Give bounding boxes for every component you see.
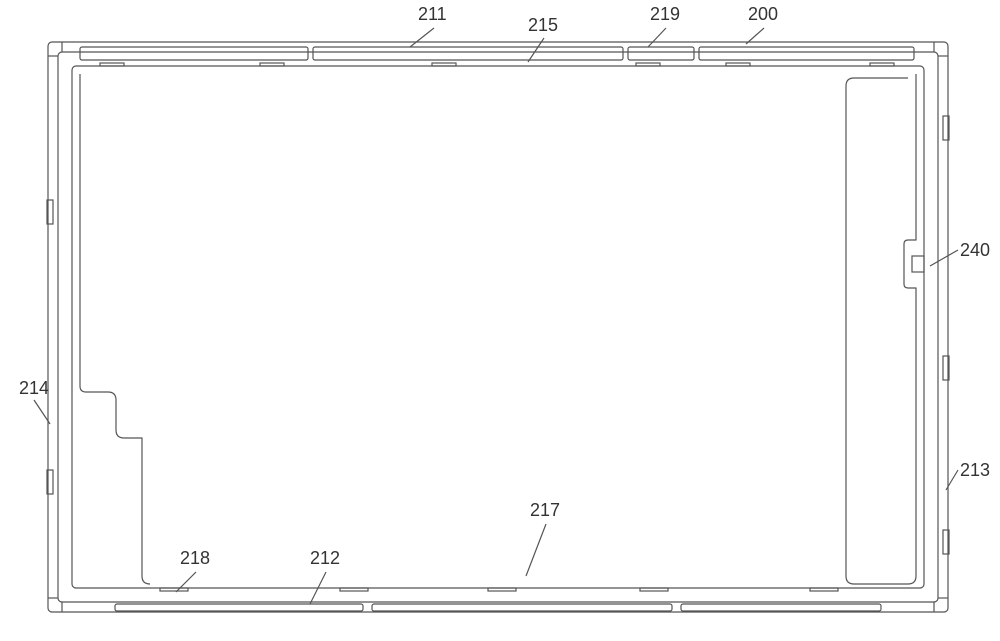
callout-240: 240 [960,240,990,261]
callout-213: 213 [960,460,990,481]
callout-214: 214 [19,378,49,399]
callout-218: 218 [180,548,210,569]
technical-drawing [0,0,1000,641]
callout-211: 211 [418,4,447,25]
callout-217: 217 [530,500,560,521]
callout-219: 219 [650,4,680,25]
callout-215: 215 [528,15,558,36]
callout-200: 200 [748,4,778,25]
callout-212: 212 [310,548,340,569]
